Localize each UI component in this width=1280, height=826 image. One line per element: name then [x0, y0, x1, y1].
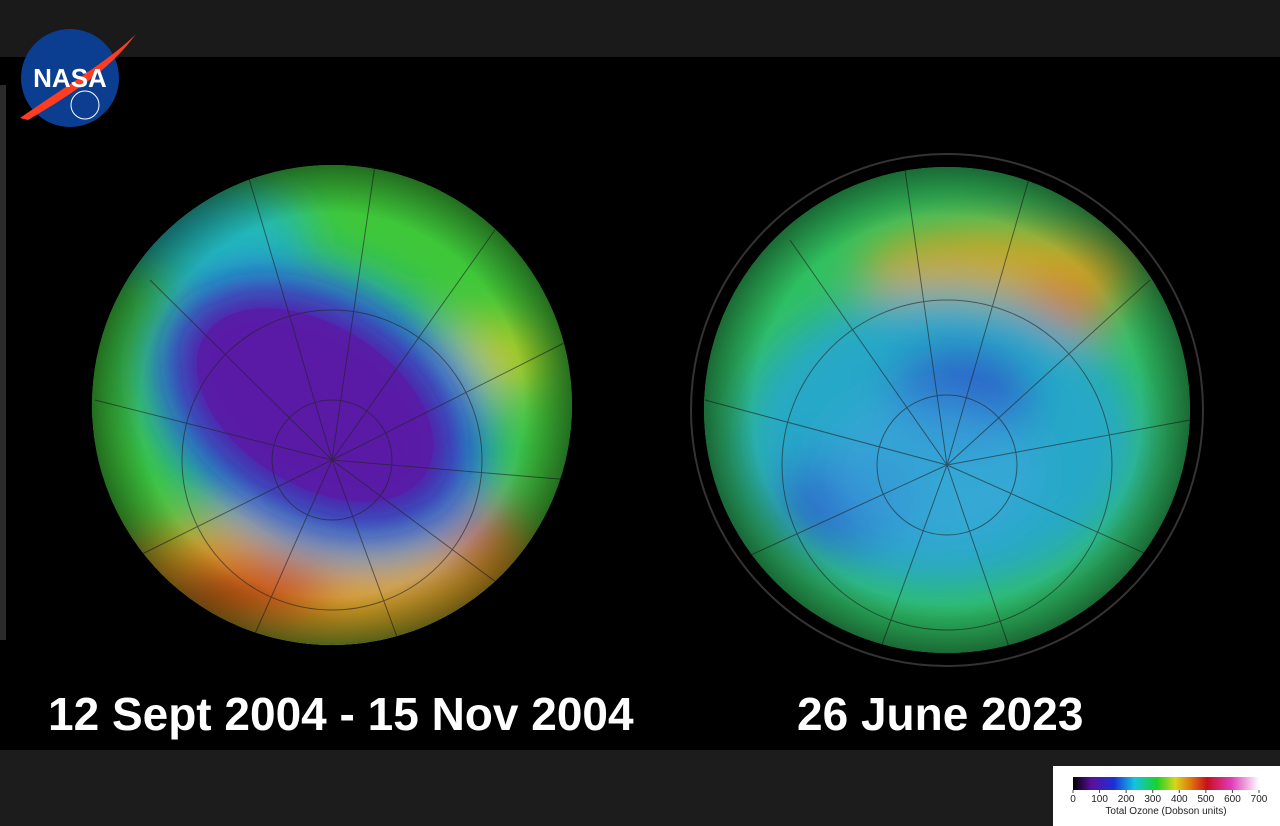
globe-rim [690, 153, 1204, 667]
legend-title: Total Ozone (Dobson units) [1105, 806, 1226, 817]
globe-2023 [704, 167, 1190, 653]
tick-label: 700 [1251, 794, 1268, 805]
caption: 12 Sept 2004 - 15 Nov 2004 [48, 688, 634, 740]
side-strip [0, 85, 6, 640]
color-bar [1073, 777, 1259, 790]
legend-box [1053, 766, 1280, 826]
legend: Total Ozone (Dobson units) 0 100 200 300 400… [1053, 766, 1280, 826]
tick-label: 100 [1091, 794, 1108, 805]
tick-label: 0 [1070, 794, 1076, 805]
caption: 26 June 2023 [797, 688, 1083, 740]
tick-label: 400 [1171, 794, 1188, 805]
tick-label: 200 [1118, 794, 1135, 805]
top-bar [0, 0, 1280, 57]
logo-text: NASA [33, 63, 107, 93]
tick-label: 600 [1224, 794, 1241, 805]
tick-label: 300 [1144, 794, 1161, 805]
tick-label: 500 [1198, 794, 1215, 805]
nasa-logo: NASA [20, 29, 136, 127]
